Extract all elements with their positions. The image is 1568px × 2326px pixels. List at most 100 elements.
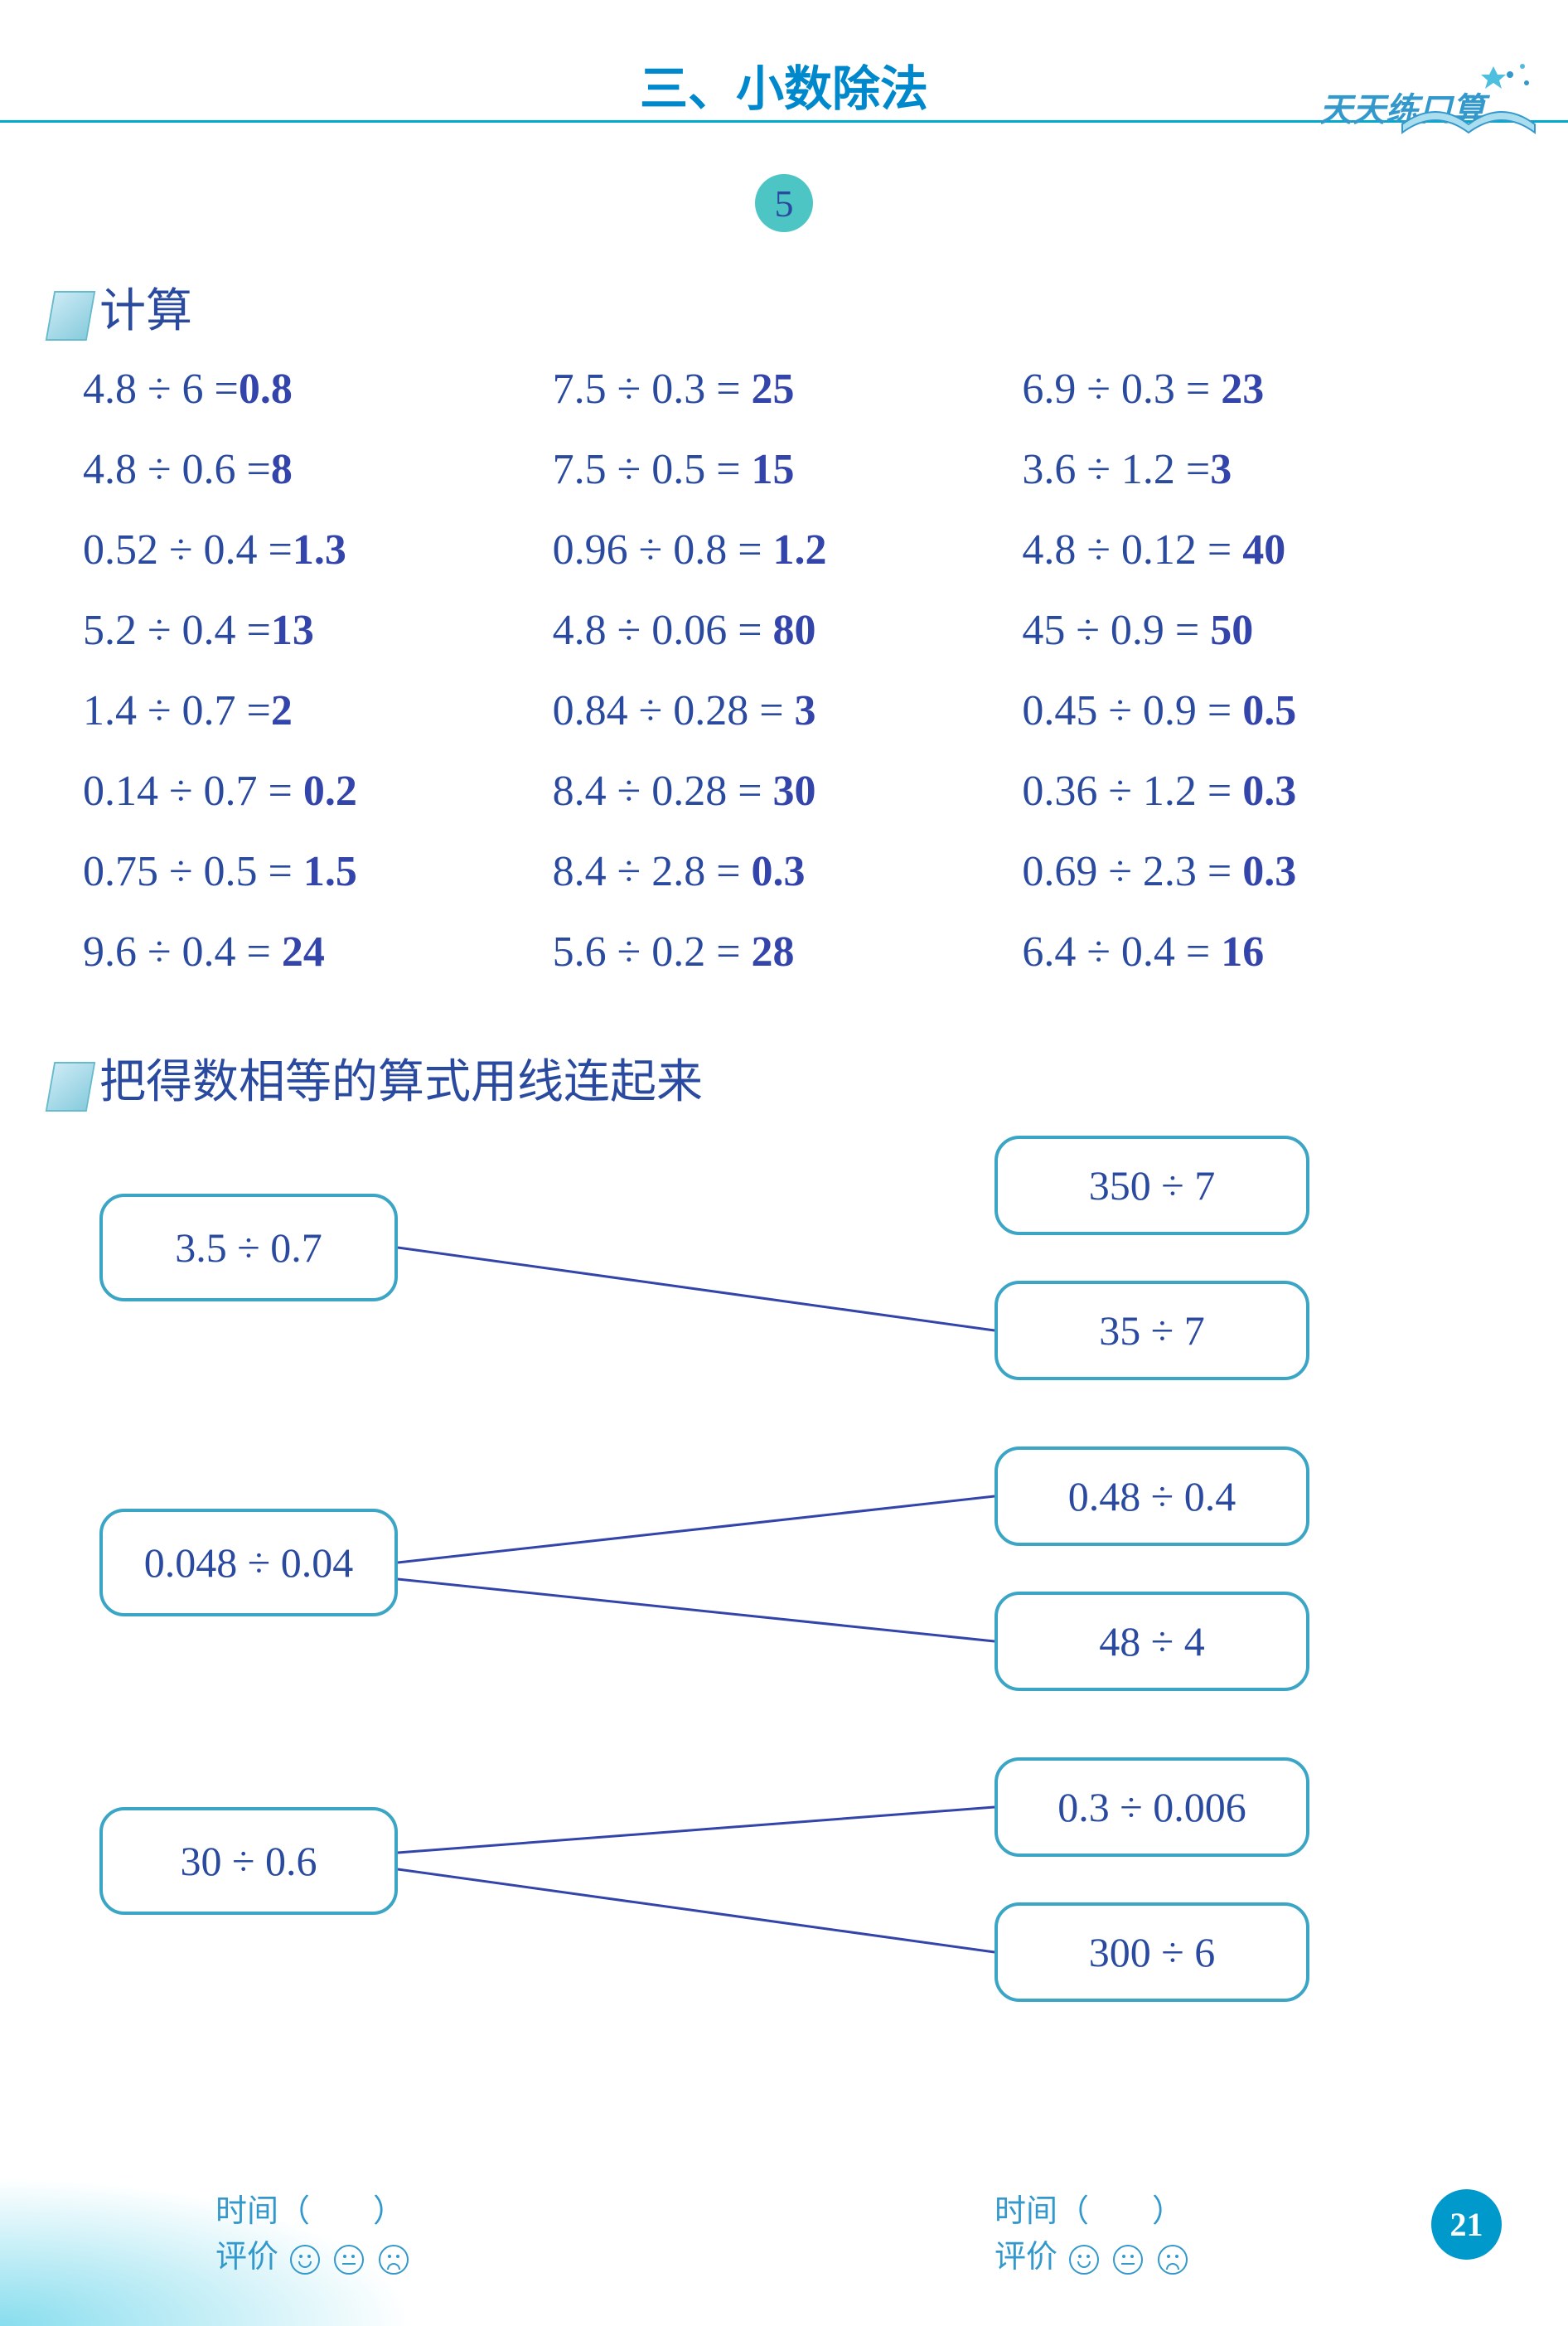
section-matching-heading: 把得数相等的算式用线连起来 bbox=[50, 1044, 703, 1112]
time-label: 时间（ ） bbox=[995, 2185, 1191, 2231]
section-icon bbox=[46, 291, 96, 341]
footer-right: 时间（ ） 评价 bbox=[995, 2185, 1191, 2276]
calc-cell: 0.69 ÷ 2.3 = 0.3 bbox=[1022, 847, 1492, 896]
answer: 0.3 bbox=[1232, 848, 1296, 895]
match-right-box: 300 ÷ 6 bbox=[995, 1902, 1309, 2002]
lesson-number-badge: 5 bbox=[755, 174, 813, 232]
calc-cell: 45 ÷ 0.9 = 50 bbox=[1022, 606, 1492, 655]
expression: 6.4 ÷ 0.4 = bbox=[1022, 928, 1210, 976]
calc-row: 1.4 ÷ 0.7 =20.84 ÷ 0.28 = 30.45 ÷ 0.9 = … bbox=[83, 686, 1492, 735]
answer: 28 bbox=[741, 928, 795, 976]
expression: 0.69 ÷ 2.3 = bbox=[1022, 848, 1232, 895]
match-line bbox=[398, 1496, 995, 1563]
answer: 16 bbox=[1210, 928, 1264, 976]
match-line bbox=[398, 1807, 995, 1853]
answer: 0.2 bbox=[293, 768, 357, 815]
answer: 50 bbox=[1199, 607, 1253, 654]
calc-cell: 0.52 ÷ 0.4 =1.3 bbox=[83, 526, 553, 574]
match-line bbox=[398, 1869, 995, 1952]
match-right-box: 48 ÷ 4 bbox=[995, 1592, 1309, 1691]
rating-label: 评价 bbox=[995, 2240, 1057, 2275]
match-right-box: 0.3 ÷ 0.006 bbox=[995, 1757, 1309, 1857]
match-right-box: 350 ÷ 7 bbox=[995, 1136, 1309, 1235]
face-sad-icon bbox=[379, 2245, 409, 2275]
calc-row: 4.8 ÷ 6 =0.87.5 ÷ 0.3 = 256.9 ÷ 0.3 = 23 bbox=[83, 365, 1492, 414]
expression: 5.6 ÷ 0.2 = bbox=[553, 928, 741, 976]
answer: 80 bbox=[762, 607, 816, 654]
calc-cell: 3.6 ÷ 1.2 =3 bbox=[1022, 445, 1492, 494]
answer: 30 bbox=[762, 768, 816, 815]
section2-title-text: 把得数相等的算式用线连起来 bbox=[99, 1057, 703, 1108]
expression: 3.6 ÷ 1.2 = bbox=[1022, 446, 1210, 493]
expression: 6.9 ÷ 0.3 = bbox=[1022, 366, 1210, 413]
expression: 0.84 ÷ 0.28 = bbox=[553, 687, 784, 734]
page-number: 21 bbox=[1431, 2189, 1502, 2260]
expression: 4.8 ÷ 0.12 = bbox=[1022, 526, 1232, 574]
match-left-box: 3.5 ÷ 0.7 bbox=[99, 1194, 398, 1301]
calc-cell: 5.2 ÷ 0.4 =13 bbox=[83, 606, 553, 655]
rating-label: 评价 bbox=[215, 2240, 278, 2275]
expression: 1.4 ÷ 0.7 = bbox=[83, 687, 271, 734]
calc-cell: 0.45 ÷ 0.9 = 0.5 bbox=[1022, 686, 1492, 735]
answer: 2 bbox=[271, 687, 293, 734]
answer: 8 bbox=[271, 446, 293, 493]
answer: 0.3 bbox=[1232, 768, 1296, 815]
footer-left: 时间（ ） 评价 bbox=[215, 2185, 412, 2276]
expression: 4.8 ÷ 0.06 = bbox=[553, 607, 762, 654]
time-label: 时间（ ） bbox=[215, 2185, 412, 2231]
match-line bbox=[398, 1579, 995, 1641]
book-icon bbox=[1394, 50, 1543, 149]
calc-cell: 4.8 ÷ 0.6 =8 bbox=[83, 445, 553, 494]
answer: 13 bbox=[271, 607, 314, 654]
answer: 1.3 bbox=[293, 526, 346, 574]
calculation-grid: 4.8 ÷ 6 =0.87.5 ÷ 0.3 = 256.9 ÷ 0.3 = 23… bbox=[83, 365, 1492, 1008]
expression: 0.52 ÷ 0.4 = bbox=[83, 526, 293, 574]
expression: 0.45 ÷ 0.9 = bbox=[1022, 687, 1232, 734]
answer: 0.3 bbox=[741, 848, 806, 895]
answer: 1.2 bbox=[762, 526, 827, 574]
calc-cell: 8.4 ÷ 0.28 = 30 bbox=[553, 767, 1023, 816]
calc-cell: 8.4 ÷ 2.8 = 0.3 bbox=[553, 847, 1023, 896]
section-calculate-heading: 计算 bbox=[50, 274, 192, 341]
expression: 4.8 ÷ 0.6 = bbox=[83, 446, 271, 493]
calc-cell: 9.6 ÷ 0.4 = 24 bbox=[83, 928, 553, 976]
calc-row: 9.6 ÷ 0.4 = 245.6 ÷ 0.2 = 286.4 ÷ 0.4 = … bbox=[83, 928, 1492, 976]
calc-cell: 0.84 ÷ 0.28 = 3 bbox=[553, 686, 1023, 735]
calc-row: 5.2 ÷ 0.4 =134.8 ÷ 0.06 = 8045 ÷ 0.9 = 5… bbox=[83, 606, 1492, 655]
answer: 15 bbox=[741, 446, 795, 493]
face-happy-icon bbox=[290, 2245, 320, 2275]
answer: 25 bbox=[741, 366, 795, 413]
expression: 7.5 ÷ 0.5 = bbox=[553, 446, 741, 493]
expression: 0.96 ÷ 0.8 = bbox=[553, 526, 762, 574]
calc-cell: 0.96 ÷ 0.8 = 1.2 bbox=[553, 526, 1023, 574]
calc-cell: 0.36 ÷ 1.2 = 0.3 bbox=[1022, 767, 1492, 816]
match-left-box: 30 ÷ 0.6 bbox=[99, 1807, 398, 1915]
face-neutral-icon bbox=[1113, 2245, 1143, 2275]
match-line bbox=[398, 1248, 995, 1330]
section-icon bbox=[46, 1062, 96, 1112]
calc-cell: 6.9 ÷ 0.3 = 23 bbox=[1022, 365, 1492, 414]
match-right-box: 35 ÷ 7 bbox=[995, 1281, 1309, 1380]
answer: 3 bbox=[1210, 446, 1232, 493]
answer: 23 bbox=[1210, 366, 1264, 413]
answer: 24 bbox=[271, 928, 325, 976]
answer: 1.5 bbox=[293, 848, 357, 895]
expression: 7.5 ÷ 0.3 = bbox=[553, 366, 741, 413]
answer: 3 bbox=[784, 687, 816, 734]
calc-cell: 4.8 ÷ 0.06 = 80 bbox=[553, 606, 1023, 655]
matching-area: 3.5 ÷ 0.70.048 ÷ 0.0430 ÷ 0.6350 ÷ 735 ÷… bbox=[0, 1119, 1568, 2031]
calc-cell: 4.8 ÷ 0.12 = 40 bbox=[1022, 526, 1492, 574]
expression: 8.4 ÷ 0.28 = bbox=[553, 768, 762, 815]
expression: 9.6 ÷ 0.4 = bbox=[83, 928, 271, 976]
section1-title-text: 计算 bbox=[99, 286, 192, 337]
calc-cell: 0.14 ÷ 0.7 = 0.2 bbox=[83, 767, 553, 816]
calc-cell: 5.6 ÷ 0.2 = 28 bbox=[553, 928, 1023, 976]
answer: 0.8 bbox=[239, 366, 293, 413]
rating-row: 评价 bbox=[215, 2231, 412, 2276]
answer: 0.5 bbox=[1232, 687, 1296, 734]
match-right-box: 0.48 ÷ 0.4 bbox=[995, 1446, 1309, 1546]
expression: 45 ÷ 0.9 = bbox=[1022, 607, 1199, 654]
answer: 40 bbox=[1232, 526, 1285, 574]
calc-row: 0.75 ÷ 0.5 = 1.58.4 ÷ 2.8 = 0.30.69 ÷ 2.… bbox=[83, 847, 1492, 896]
expression: 5.2 ÷ 0.4 = bbox=[83, 607, 271, 654]
